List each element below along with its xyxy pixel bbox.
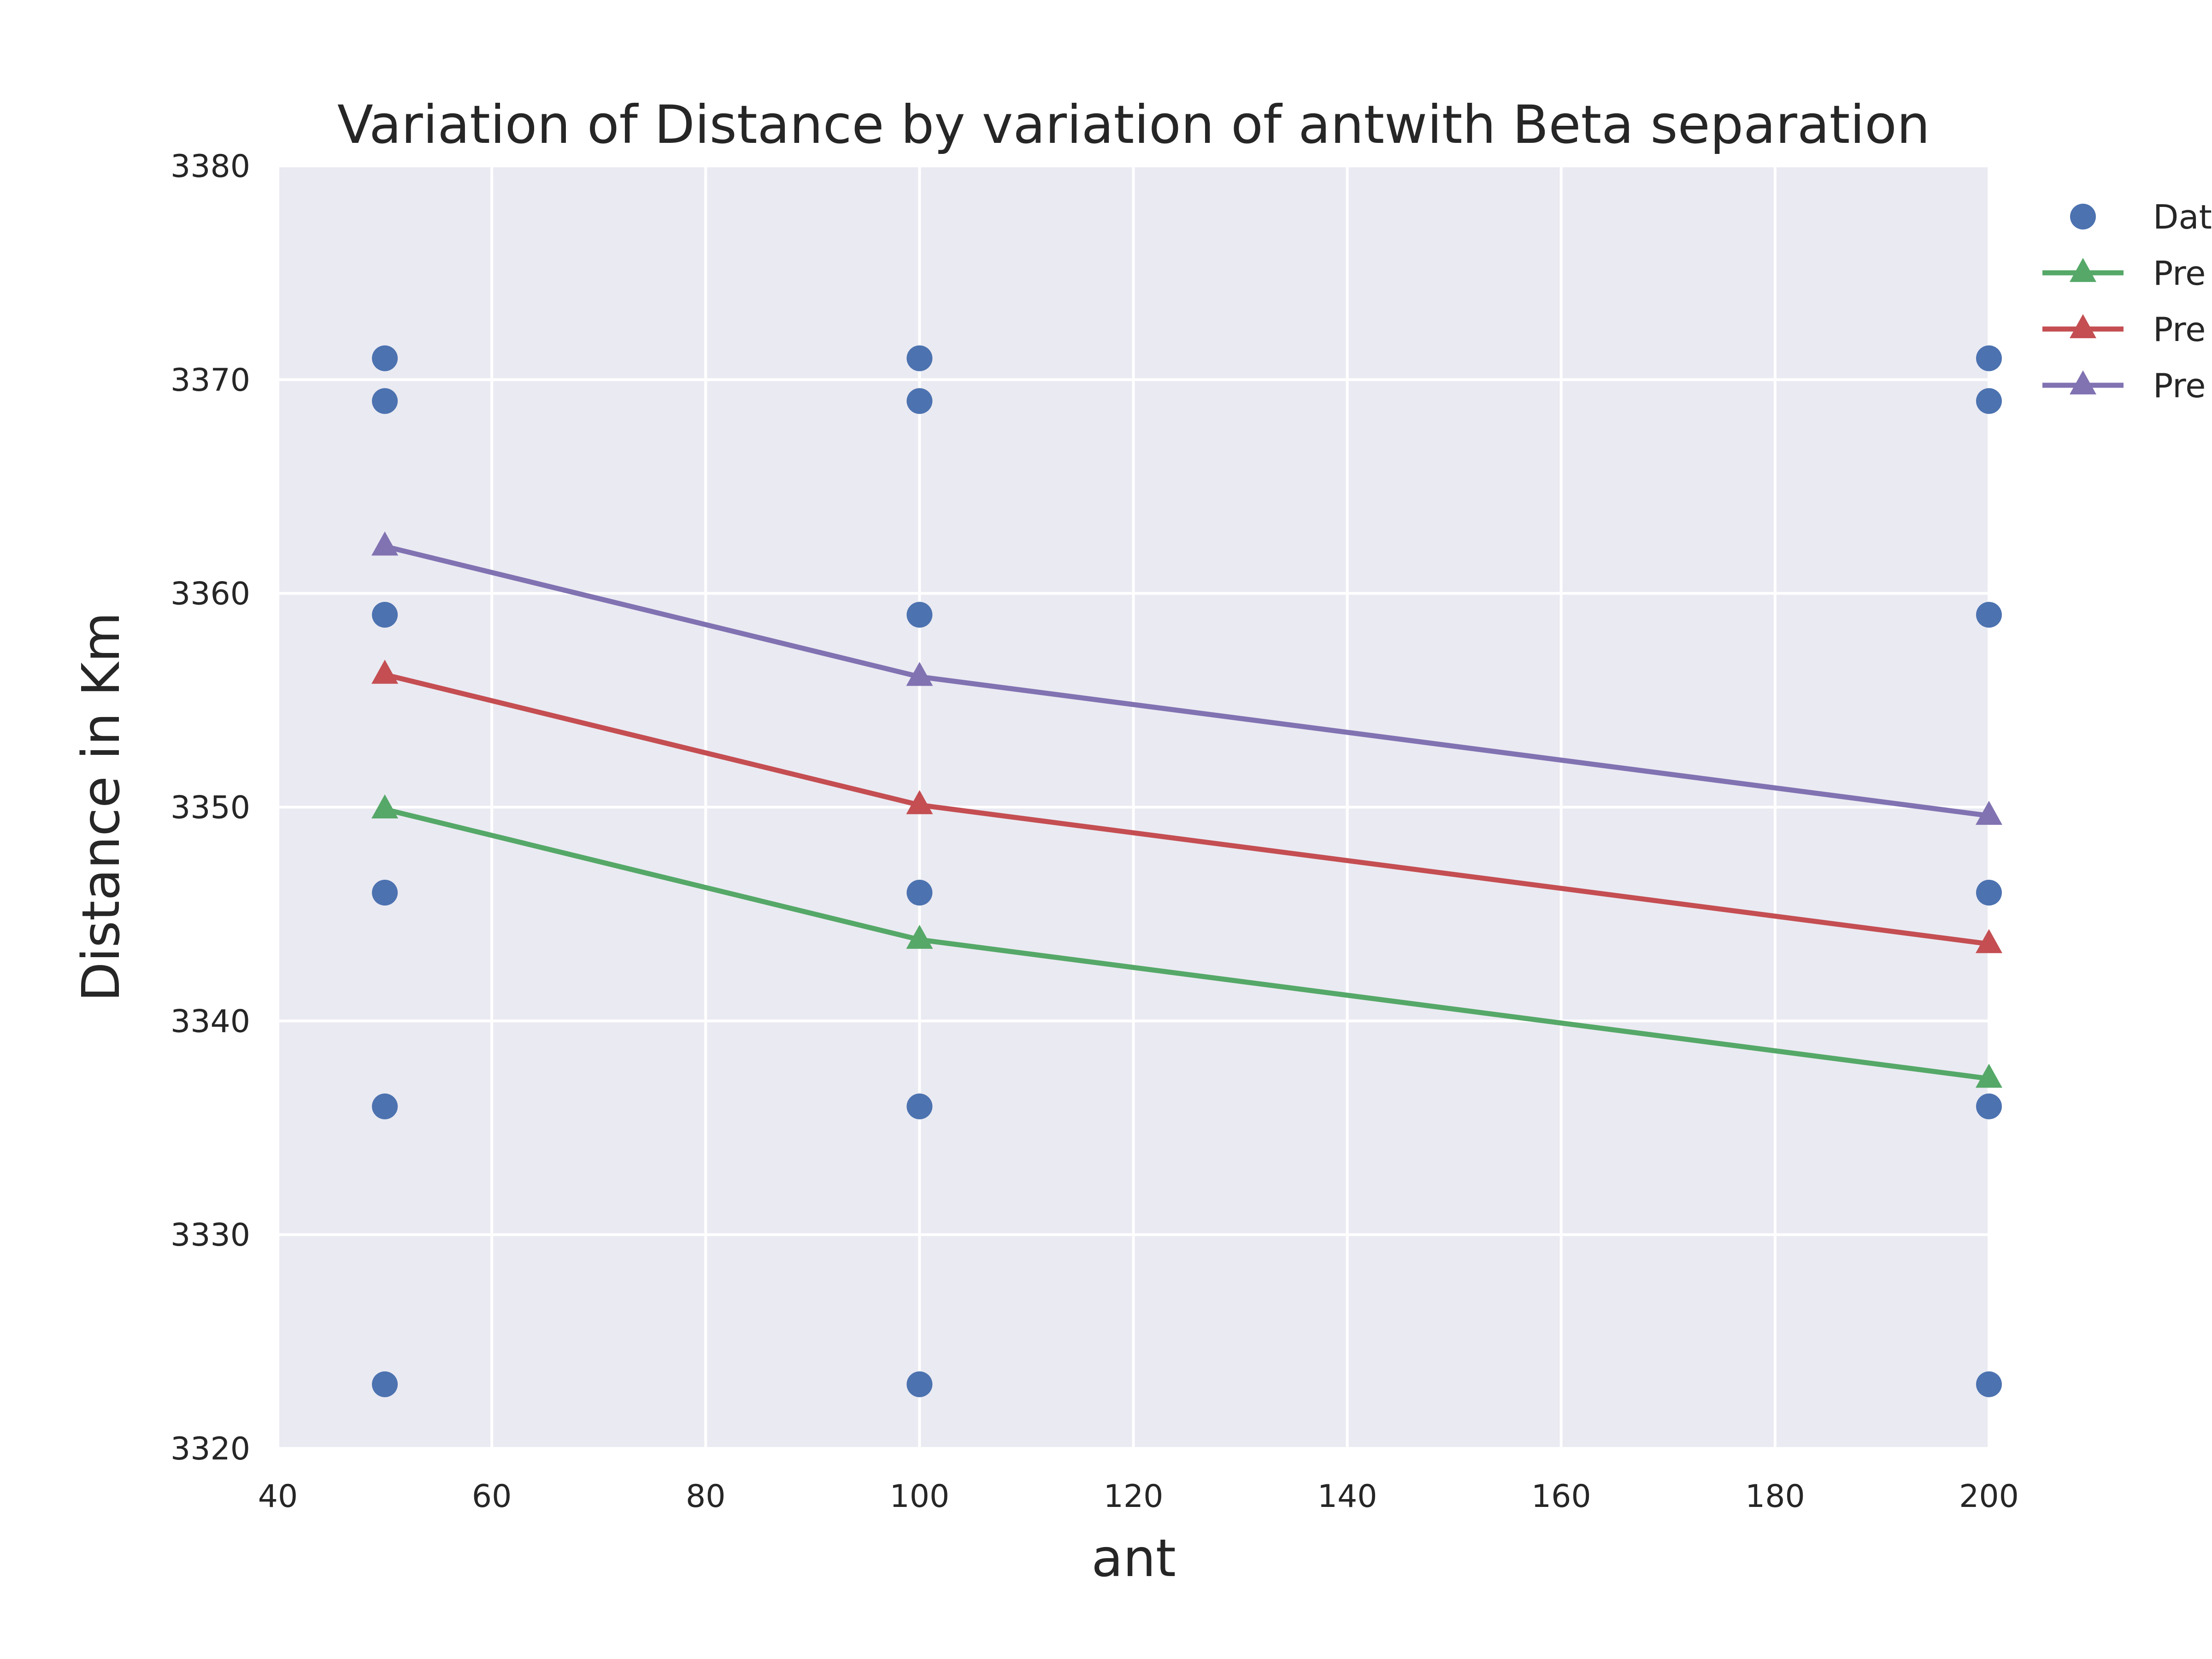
x-tick-label: 120: [1104, 1478, 1164, 1515]
series-3-marker: [906, 662, 933, 686]
y-tick-label: 3350: [171, 790, 250, 826]
series-1-marker: [371, 794, 399, 818]
chart-title: Variation of Distance by variation of an…: [337, 94, 1930, 155]
scatter-point: [1976, 1093, 2002, 1119]
y-tick-label: 3340: [171, 1003, 250, 1040]
scatter-point: [1976, 880, 2002, 906]
scatter-point: [906, 602, 933, 628]
x-tick-label: 160: [1531, 1478, 1591, 1515]
y-tick-label: 3380: [171, 148, 250, 185]
legend-label: Dat: [2153, 198, 2212, 236]
y-tick-label: 3360: [171, 576, 250, 612]
y-tick-label: 3320: [171, 1431, 250, 1467]
series-2-marker: [1976, 929, 2002, 953]
scatter-point: [1976, 1371, 2002, 1397]
legend-label: Pre: [2153, 254, 2206, 293]
legend-label: Pre: [2153, 366, 2206, 405]
legend-marker: [2070, 258, 2096, 282]
legend-item: Pre: [2042, 254, 2206, 293]
x-tick-label: 60: [472, 1478, 512, 1515]
x-tick-label: 200: [1959, 1478, 2019, 1515]
scatter-point: [906, 1371, 933, 1397]
y-tick-label: 3330: [171, 1217, 250, 1253]
legend-item: Pre: [2042, 310, 2206, 349]
scatter-point: [1976, 345, 2002, 371]
legend-marker: [2070, 370, 2096, 394]
x-axis-title: ant: [1091, 1529, 1176, 1588]
y-axis-title: Distance in Km: [71, 612, 131, 1002]
y-tick-label: 3370: [171, 362, 250, 399]
scatter-point: [372, 388, 398, 414]
x-tick-label: 180: [1745, 1478, 1805, 1515]
series-3-marker: [1976, 800, 2002, 825]
scatter-point: [906, 1093, 933, 1119]
scatter-point: [1976, 602, 2002, 628]
series-3-marker: [371, 531, 399, 556]
scatter-points: [372, 345, 2002, 1397]
x-tick-label: 80: [686, 1478, 726, 1515]
legend-item: Pre: [2042, 366, 2206, 405]
grid-lines: [276, 165, 1990, 1450]
legend-label: Pre: [2153, 310, 2206, 349]
scatter-point: [906, 345, 933, 371]
series-1-marker: [906, 924, 933, 949]
x-tick-labels: 40 60 80 100 120 140 160 180 200: [258, 1478, 2019, 1515]
scatter-point: [1976, 388, 2002, 414]
scatter-point: [372, 602, 398, 628]
scatter-point: [372, 1371, 398, 1397]
x-tick-label: 140: [1318, 1478, 1377, 1515]
legend-marker: [2070, 204, 2096, 229]
x-tick-label: 40: [258, 1478, 298, 1515]
series-1-marker: [1976, 1064, 2002, 1088]
scatter-point: [906, 388, 933, 414]
series-2-marker: [371, 659, 399, 684]
y-tick-labels: 3320 3330 3340 3350 3360 3370 3380: [171, 148, 250, 1467]
scatter-point: [906, 880, 933, 906]
series-markers: [371, 531, 2002, 1088]
legend-marker: [2070, 314, 2096, 338]
scatter-point: [372, 345, 398, 371]
series-2-marker: [906, 790, 933, 814]
scatter-point: [372, 880, 398, 906]
legend: Dat Pre Pre Pre: [2042, 198, 2212, 405]
scatter-point: [372, 1093, 398, 1119]
legend-item: Dat: [2070, 198, 2212, 236]
x-tick-label: 100: [889, 1478, 949, 1515]
